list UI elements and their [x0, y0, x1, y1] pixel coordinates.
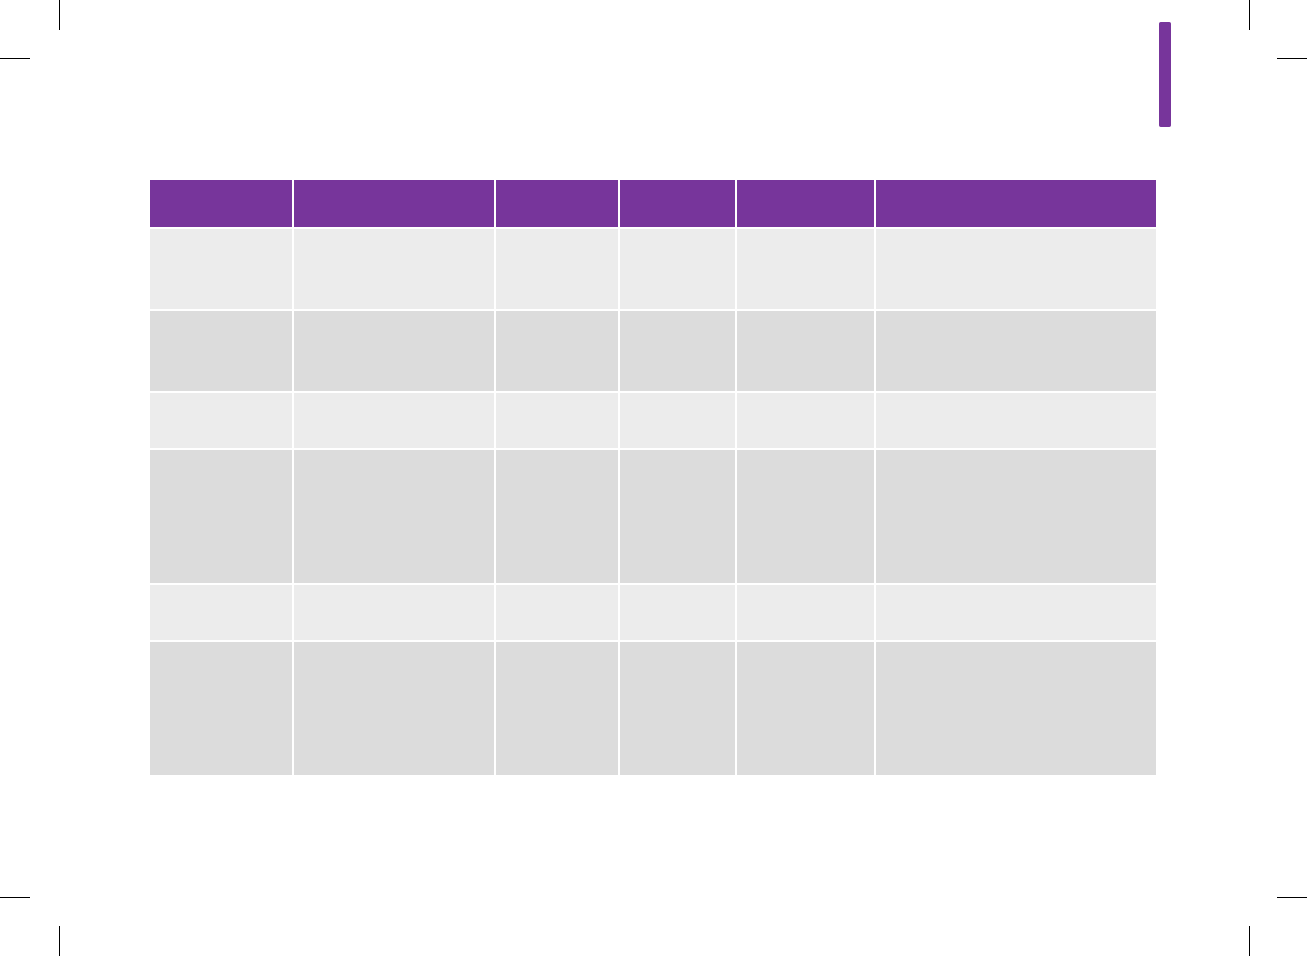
table-cell [876, 450, 1156, 583]
crop-mark-top-left-vertical [59, 0, 60, 30]
crop-mark-top-right-horizontal [1277, 58, 1307, 59]
section-tab-marker [1159, 22, 1171, 127]
table-cell [294, 642, 494, 775]
crop-mark-bottom-right-vertical [1249, 926, 1250, 956]
crop-mark-top-left-horizontal [0, 58, 30, 59]
table-cell [620, 393, 735, 448]
table-cell [737, 642, 874, 775]
table-cell [737, 450, 874, 583]
table-header-cell [876, 180, 1156, 227]
table-header-cell [496, 180, 618, 227]
table-cell [496, 585, 618, 640]
table-cell [737, 393, 874, 448]
crop-mark-bottom-left-horizontal [0, 897, 30, 898]
table-cell [496, 450, 618, 583]
table-cell [294, 393, 494, 448]
table-cell [496, 642, 618, 775]
table-cell [150, 311, 292, 391]
table-cell [620, 450, 735, 583]
table-cell [150, 229, 292, 309]
table-cell [620, 311, 735, 391]
data-table [150, 180, 1158, 775]
table-cell [876, 642, 1156, 775]
table-cell [620, 585, 735, 640]
table-cell [620, 642, 735, 775]
table-cell [876, 229, 1156, 309]
table-cell [294, 585, 494, 640]
table-cell [737, 585, 874, 640]
table-cell [294, 450, 494, 583]
table-cell [496, 311, 618, 391]
table-cell [737, 311, 874, 391]
table-header-cell [150, 180, 292, 227]
table-header-cell [737, 180, 874, 227]
table-cell [876, 393, 1156, 448]
table-cell [620, 229, 735, 309]
table-cell [150, 642, 292, 775]
table-cell [496, 229, 618, 309]
table-cell [150, 450, 292, 583]
table-cell [496, 393, 618, 448]
table-header-cell [294, 180, 494, 227]
table-cell [876, 311, 1156, 391]
table-cell [294, 229, 494, 309]
table-cell [150, 393, 292, 448]
crop-mark-bottom-right-horizontal [1277, 897, 1307, 898]
crop-mark-top-right-vertical [1249, 0, 1250, 30]
table-cell [737, 229, 874, 309]
table-cell [876, 585, 1156, 640]
table-header-cell [620, 180, 735, 227]
crop-mark-bottom-left-vertical [59, 926, 60, 956]
table-cell [150, 585, 292, 640]
table-cell [294, 311, 494, 391]
